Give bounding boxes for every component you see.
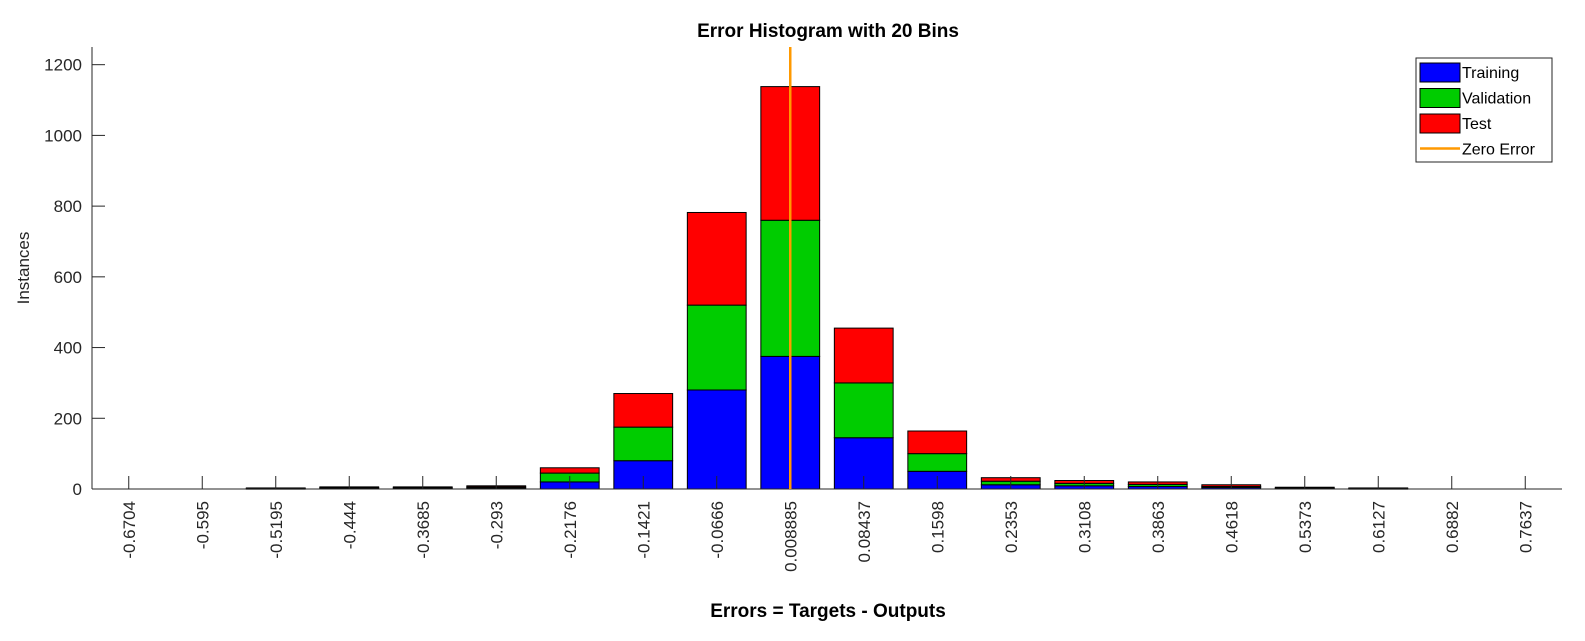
bar-test-10 xyxy=(833,327,894,384)
bar-test-7 xyxy=(613,393,674,428)
bar-validation-7 xyxy=(613,426,674,462)
y-tick-label: 600 xyxy=(54,268,82,287)
y-tick-label: 0 xyxy=(73,480,82,499)
x-tick-label: 0.7637 xyxy=(1516,501,1535,553)
x-tick-label: -0.293 xyxy=(487,501,506,549)
legend-label-zero-error: Zero Error xyxy=(1462,142,1536,159)
y-tick-label: 1000 xyxy=(44,126,82,145)
legend-swatch-validation xyxy=(1419,88,1461,108)
bar-test-8 xyxy=(686,211,747,306)
bar-test-11 xyxy=(907,430,968,455)
x-tick-label: -0.444 xyxy=(340,501,359,549)
legend-label-validation: Validation xyxy=(1462,91,1531,108)
x-tick-label: -0.5195 xyxy=(267,501,286,559)
bar-validation-8 xyxy=(686,304,747,391)
x-tick-label: -0.3685 xyxy=(414,501,433,559)
legend-swatch-training xyxy=(1419,62,1461,83)
x-tick-label: -0.2176 xyxy=(561,501,580,559)
plot-area: 0 200 400 600 800 1000 1200 -0.6704 -0.595 -0.519… xyxy=(44,47,1562,572)
bar-validation-11 xyxy=(907,453,968,472)
y-axis-label: Instances xyxy=(14,232,33,305)
x-tick-label: -0.595 xyxy=(193,501,212,549)
legend-label-training: Training xyxy=(1462,65,1519,82)
x-tick-label: -0.1421 xyxy=(634,501,653,559)
legend: Training Validation Test Zero Error xyxy=(1415,57,1553,163)
x-axis-label: Errors = Targets - Outputs xyxy=(710,601,946,622)
x-tick-label: -0.6704 xyxy=(120,501,139,559)
x-tick-label: 0.4618 xyxy=(1222,501,1241,553)
x-tick-label: 0.008885 xyxy=(781,501,800,572)
y-tick-label: 800 xyxy=(54,197,82,216)
y-tick-label: 400 xyxy=(54,339,82,358)
legend-label-test: Test xyxy=(1462,116,1492,133)
x-tick-label: 0.6127 xyxy=(1369,501,1388,553)
y-tick-label: 1200 xyxy=(44,56,82,75)
x-tick-label: -0.0666 xyxy=(708,501,727,559)
x-tick-label: 0.5373 xyxy=(1296,501,1315,553)
y-tick-label: 200 xyxy=(54,409,82,428)
x-tick-label: 0.6882 xyxy=(1443,501,1462,553)
x-tick-label: 0.2353 xyxy=(1002,501,1021,553)
x-tick-label: 0.08437 xyxy=(855,501,874,562)
x-tick-label: 0.3108 xyxy=(1075,501,1094,553)
x-tick-label: 0.3863 xyxy=(1149,501,1168,553)
x-tick-label: 0.1598 xyxy=(928,501,947,553)
legend-swatch-test xyxy=(1419,113,1461,134)
bar-training-8 xyxy=(686,389,747,490)
chart-title: Error Histogram with 20 Bins xyxy=(697,21,959,42)
bar-validation-10 xyxy=(833,382,894,439)
bar-test-6 xyxy=(539,467,600,474)
